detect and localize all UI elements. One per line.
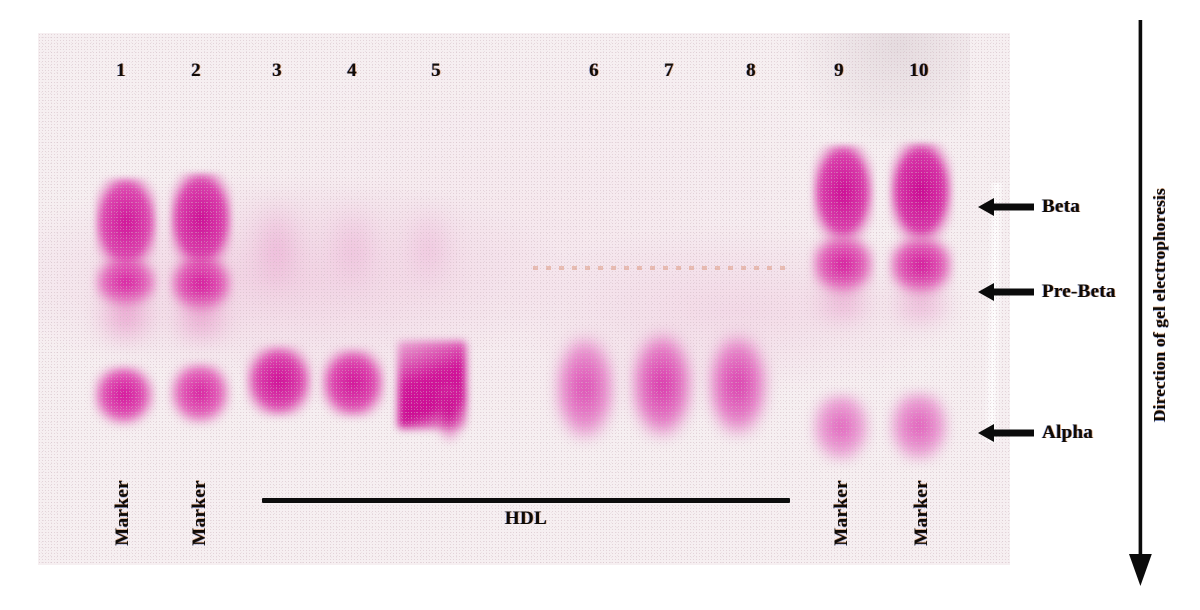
- band-lane8-alpha: [708, 331, 770, 439]
- lane-number-8: 8: [746, 60, 756, 81]
- marker-label-lane1: Marker: [112, 480, 133, 546]
- band-lane10-beta: [889, 143, 953, 243]
- left-arrow-icon: [978, 283, 1034, 301]
- band-lane1-alpha: [94, 366, 156, 426]
- marker-label-lane9: Marker: [831, 480, 852, 546]
- band-lane2-prebeta: [170, 259, 232, 317]
- down-arrow-icon: [1129, 20, 1152, 586]
- lane-number-10: 10: [909, 60, 929, 81]
- annotation-alpha-label: Alpha: [1042, 422, 1094, 443]
- marker-label-lane10: Marker: [911, 480, 932, 546]
- band-lane1-prebeta: [95, 261, 157, 313]
- band-lane5-alpha: [398, 341, 466, 429]
- band-lane9-alpha: [811, 393, 871, 463]
- annotation-beta: Beta: [978, 196, 1080, 218]
- band-lane2-beta: [170, 173, 232, 269]
- gel-edge-streak: [983, 182, 1005, 444]
- band-lane3-alpha: [246, 346, 312, 416]
- band-lane9-smear: [810, 283, 876, 337]
- band-lane10-prebeta: [889, 239, 953, 301]
- band-lane3-faint-upper: [246, 198, 308, 308]
- left-arrow-icon: [978, 198, 1034, 216]
- lane-number-4: 4: [347, 60, 357, 81]
- gel-plate: [38, 33, 1010, 565]
- band-lane6-alpha: [554, 333, 616, 443]
- direction-of-electrophoresis-axis: Direction of gel electrophoresis: [1120, 20, 1200, 590]
- band-lane9-beta: [812, 145, 874, 243]
- lane-number-2: 2: [191, 60, 201, 81]
- annotation-beta-label: Beta: [1042, 196, 1081, 217]
- annotation-pre-beta: Pre-Beta: [978, 281, 1116, 303]
- lane-number-6: 6: [589, 60, 599, 81]
- band-lane7-alpha: [630, 329, 694, 441]
- band-lane10-smear: [887, 285, 955, 339]
- lane-number-3: 3: [272, 60, 282, 81]
- band-lane4-alpha: [321, 349, 385, 417]
- band-lane4-faint-upper: [323, 201, 383, 306]
- band-lane1-smear: [93, 295, 159, 357]
- hdl-group-bar: [262, 498, 790, 503]
- direction-of-electrophoresis-label: Direction of gel electrophoresis: [1150, 188, 1169, 422]
- gel-noise-texture: [38, 33, 1010, 565]
- marker-label-lane2: Marker: [189, 480, 210, 546]
- band-lane1-beta: [95, 178, 157, 270]
- lane-number-5: 5: [431, 60, 441, 81]
- annotation-alpha: Alpha: [978, 422, 1093, 444]
- lane-number-9: 9: [834, 60, 844, 81]
- gel-artifact-dotted-line: [533, 266, 793, 270]
- lane-number-1: 1: [116, 60, 126, 81]
- band-lane10-alpha: [888, 391, 950, 463]
- gel-background-wash: [38, 33, 1010, 565]
- band-lane2-smear: [168, 299, 234, 357]
- left-arrow-icon: [978, 424, 1034, 442]
- lane-number-7: 7: [664, 60, 674, 81]
- hdl-group-label: HDL: [504, 508, 548, 529]
- band-lane9-prebeta: [812, 238, 874, 300]
- band-lane2-alpha: [169, 363, 231, 425]
- gel-corner-smudge: [790, 33, 970, 153]
- band-lane5-faint-upper: [400, 203, 458, 303]
- annotation-pre-beta-label: Pre-Beta: [1042, 281, 1116, 302]
- band-lane5-tail: [436, 385, 466, 443]
